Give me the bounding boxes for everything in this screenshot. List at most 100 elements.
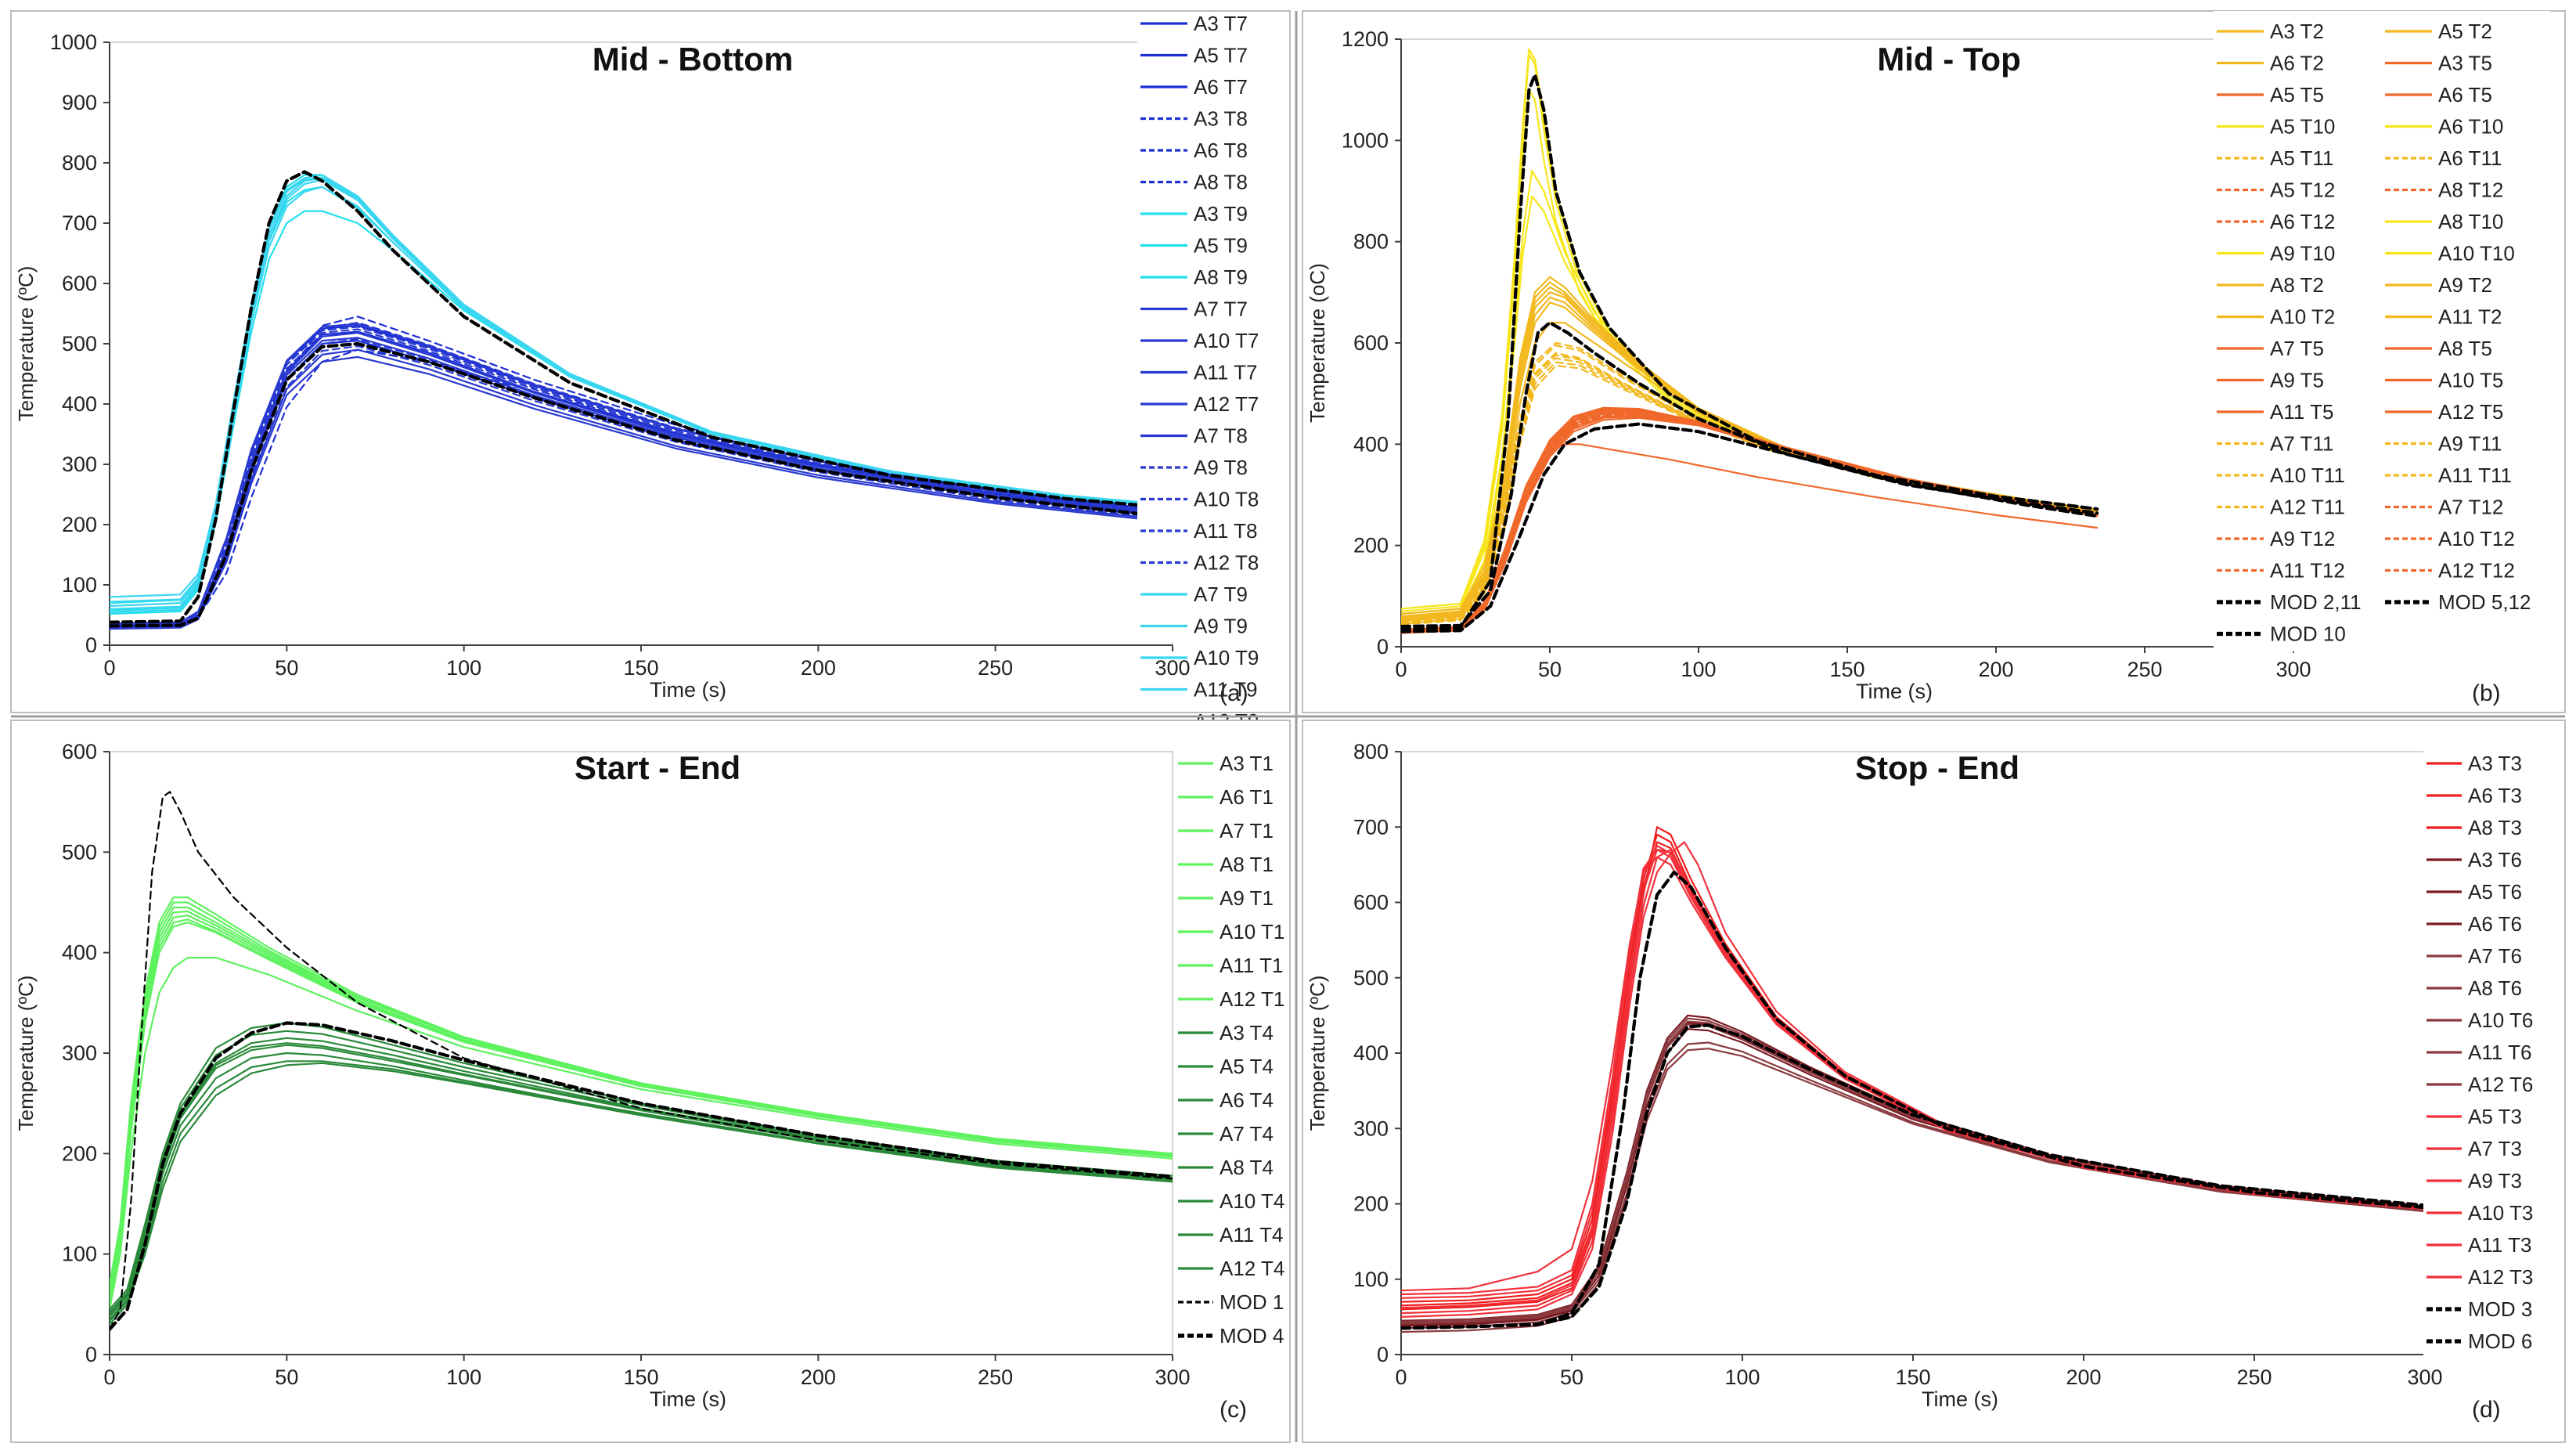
y-tick-label: 600 xyxy=(1353,891,1389,915)
legend-label: A12 T4 xyxy=(1220,1257,1284,1280)
legend-label: A11 T2 xyxy=(2438,305,2502,329)
legend-label: A6 T10 xyxy=(2438,115,2503,139)
legend-label: A11 T6 xyxy=(2468,1041,2531,1064)
legend-label: A9 T8 xyxy=(1194,456,1248,479)
legend-label: A9 T10 xyxy=(2270,242,2335,265)
legend-label: A3 T6 xyxy=(2468,848,2522,871)
y-tick-label: 200 xyxy=(62,1142,97,1165)
y-tick-label: 700 xyxy=(1353,815,1389,839)
y-tick-label: 0 xyxy=(85,633,97,657)
legend-label: A10 T6 xyxy=(2468,1008,2533,1032)
series-line-a9-t8 xyxy=(110,328,1156,626)
series-line-mod-4 xyxy=(110,1021,1173,1331)
series-line-mod-10 xyxy=(1401,73,2099,631)
legend-label: A12 T8 xyxy=(1194,551,1259,575)
y-tick-label: 700 xyxy=(62,211,97,235)
legend-label: A8 T4 xyxy=(1220,1156,1274,1179)
legend-label: A6 T3 xyxy=(2468,784,2522,807)
legend: A3 T1 A6 T1 A7 T1 A8 T1 A9 T1 A10 T1 A11 T1 A12… xyxy=(1175,748,1284,1366)
panel-frame xyxy=(10,720,1291,1443)
legend-label: A6 T8 xyxy=(1194,139,1248,162)
x-tick-label: 200 xyxy=(2066,1366,2101,1389)
x-tick-label: 0 xyxy=(103,1366,115,1389)
legend-background xyxy=(1137,23,1284,642)
legend-label: A8 T5 xyxy=(2438,337,2492,360)
x-tick-label: 300 xyxy=(2407,1366,2442,1389)
y-tick-label: 500 xyxy=(1353,966,1389,990)
legend-label: A6 T2 xyxy=(2270,52,2324,75)
x-tick-label: 100 xyxy=(1724,1366,1760,1389)
legend-label: A5 T12 xyxy=(2270,179,2335,202)
x-tick-label: 250 xyxy=(978,656,1013,680)
y-tick-label: 1000 xyxy=(1342,128,1389,152)
legend-label: A6 T11 xyxy=(2438,146,2502,170)
legend-label: A12 T6 xyxy=(2468,1073,2533,1096)
x-axis-label: Time (s) xyxy=(650,1387,726,1411)
y-tick-label: 100 xyxy=(62,1243,97,1266)
legend-label: A10 T11 xyxy=(2270,464,2345,487)
y-tick-label: 800 xyxy=(62,151,97,175)
x-tick-label: 50 xyxy=(1560,1366,1583,1389)
x-tick-label: 200 xyxy=(801,1366,836,1389)
legend-label: A11 T4 xyxy=(1220,1223,1283,1247)
legend-background xyxy=(1175,748,1284,1366)
legend-label: A11 T7 xyxy=(1194,361,1257,384)
legend-label: A5 T5 xyxy=(2270,83,2324,106)
y-tick-label: 300 xyxy=(62,453,97,476)
panel-label: (d) xyxy=(2472,1397,2501,1423)
panel-b: 0 200 400 600 800 1000 1200 0 50 100 150 200 250 300 T… xyxy=(1302,10,2566,713)
legend-label: A9 T12 xyxy=(2270,527,2335,550)
legend-label: MOD 4 xyxy=(1220,1324,1284,1348)
legend-label: A12 T11 xyxy=(2270,496,2345,519)
legend-label: A11 T1 xyxy=(1220,954,1283,977)
legend-background xyxy=(2214,11,2550,651)
x-axis-label: Time (s) xyxy=(1922,1387,1998,1411)
x-tick-label: 200 xyxy=(801,656,836,680)
y-tick-label: 100 xyxy=(1353,1268,1389,1291)
y-tick-label: 900 xyxy=(62,91,97,114)
series-group xyxy=(110,791,1173,1331)
legend-label: A12 T5 xyxy=(2438,400,2503,424)
legend-label: A3 T4 xyxy=(1220,1021,1274,1044)
x-tick-label: 50 xyxy=(275,656,298,680)
series-line-mod-6 xyxy=(1401,1023,2425,1330)
y-tick-label: 0 xyxy=(1377,635,1389,658)
legend-label: A6 T12 xyxy=(2270,210,2335,233)
series-line-a7-t4 xyxy=(110,1030,1173,1314)
x-tick-label: 50 xyxy=(275,1366,298,1389)
legend-label: A6 T4 xyxy=(1220,1088,1274,1112)
x-tick-label: 0 xyxy=(1395,658,1407,681)
legend-label: A9 T3 xyxy=(2468,1169,2522,1192)
panel-c: 0 100 200 300 400 500 600 0 50 100 150 200 250 300 Tim… xyxy=(10,720,1291,1443)
y-tick-label: 400 xyxy=(62,941,97,965)
y-tick-label: 500 xyxy=(62,332,97,355)
series-group xyxy=(1401,48,2099,634)
y-tick-label: 600 xyxy=(1353,331,1389,355)
legend-label: A8 T12 xyxy=(2438,179,2503,202)
legend-label: A5 T11 xyxy=(2270,146,2333,170)
legend-label: A6 T6 xyxy=(2468,912,2522,936)
x-axis-label: Time (s) xyxy=(1856,680,1933,703)
legend-label: A8 T10 xyxy=(2438,210,2503,233)
x-tick-label: 250 xyxy=(2236,1366,2272,1389)
legend-label: A10 T10 xyxy=(2438,242,2515,265)
panel-label: (c) xyxy=(1220,1397,1247,1423)
series-line-a12-t12 xyxy=(1401,413,2099,633)
legend-label: A7 T1 xyxy=(1220,819,1274,842)
legend-label: A5 T7 xyxy=(1194,44,1248,67)
legend-label: A9 T2 xyxy=(2438,273,2492,297)
y-tick-label: 400 xyxy=(1353,432,1389,456)
legend-label: A10 T3 xyxy=(2468,1201,2533,1225)
legend-label: A6 T1 xyxy=(1220,785,1274,809)
panel-frame xyxy=(10,10,1291,713)
y-tick-label: 400 xyxy=(62,392,97,416)
legend-label: A10 T5 xyxy=(2438,369,2503,392)
legend-label: A9 T11 xyxy=(2438,432,2502,456)
legend-label: A10 T12 xyxy=(2438,527,2515,550)
y-tick-label: 800 xyxy=(1353,740,1389,763)
legend-label: A5 T2 xyxy=(2438,20,2492,43)
x-tick-label: 50 xyxy=(1538,658,1562,681)
y-tick-label: 1200 xyxy=(1342,27,1389,51)
series-line-a11-t1 xyxy=(110,910,1173,1297)
legend-label: A7 T12 xyxy=(2438,496,2503,519)
